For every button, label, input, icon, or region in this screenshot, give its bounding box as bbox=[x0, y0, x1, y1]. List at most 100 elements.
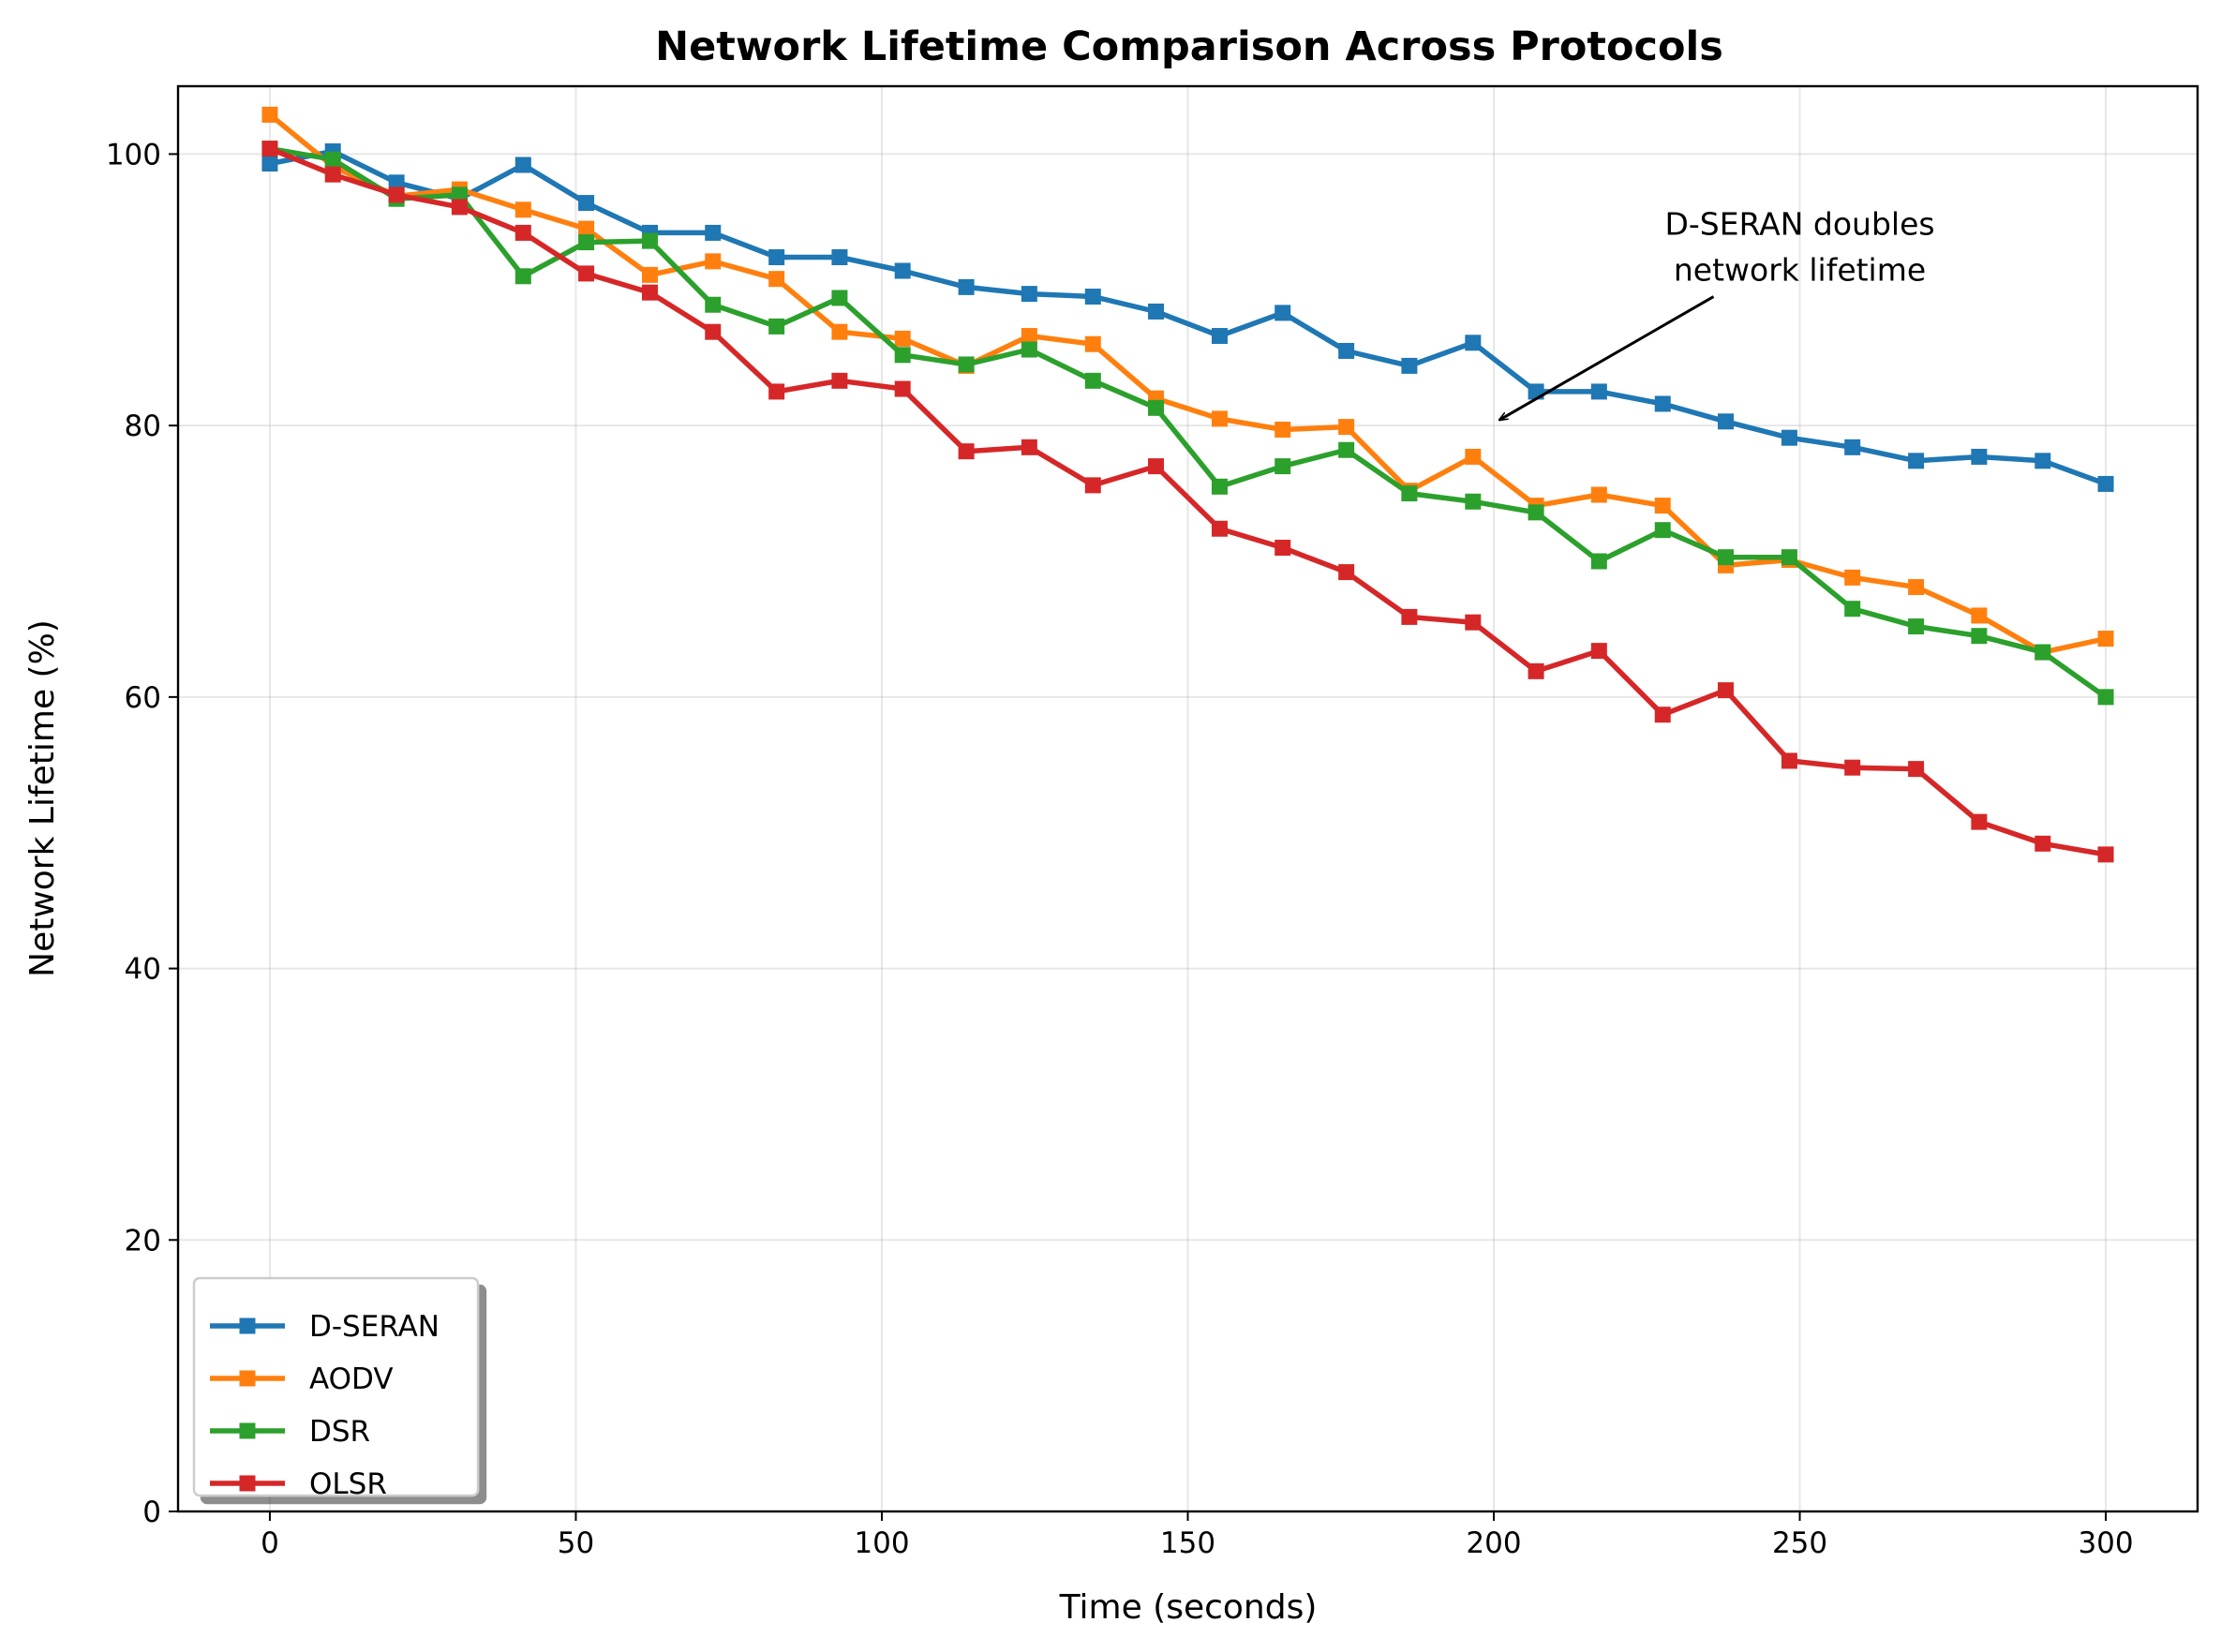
data-point-dsr bbox=[1971, 628, 1988, 645]
legend-label: OLSR bbox=[309, 1467, 387, 1501]
data-point-d-seran bbox=[768, 249, 785, 266]
legend-swatch-marker bbox=[239, 1317, 256, 1334]
data-point-d-seran bbox=[578, 195, 595, 212]
legend-item-d-seran: D-SERAN bbox=[210, 1310, 440, 1344]
legend-item-dsr: DSR bbox=[210, 1415, 370, 1449]
data-point-olsr bbox=[1148, 458, 1165, 475]
y-tick-label: 60 bbox=[125, 681, 161, 715]
series-d-seran bbox=[261, 143, 2114, 492]
data-point-d-seran bbox=[2035, 453, 2051, 469]
data-point-d-seran bbox=[894, 262, 911, 279]
data-point-aodv bbox=[578, 220, 595, 237]
data-point-d-seran bbox=[705, 224, 722, 241]
legend: D-SERAN AODV DSR OLSR bbox=[192, 1276, 480, 1501]
data-point-dsr bbox=[1148, 399, 1165, 416]
data-point-olsr bbox=[641, 284, 658, 301]
data-point-dsr bbox=[1084, 372, 1101, 389]
x-tick-label: 100 bbox=[854, 1526, 909, 1560]
data-point-d-seran bbox=[1338, 342, 1355, 359]
grid-lines bbox=[178, 86, 2198, 1512]
data-point-aodv bbox=[1084, 335, 1101, 352]
data-point-olsr bbox=[958, 443, 975, 460]
data-point-aodv bbox=[1590, 486, 1607, 503]
legend-label: D-SERAN bbox=[309, 1310, 440, 1344]
data-point-d-seran bbox=[388, 174, 405, 191]
chart-title: Network Lifetime Comparison Across Proto… bbox=[655, 23, 1723, 70]
data-point-aodv bbox=[1654, 498, 1671, 514]
legend-swatch-marker bbox=[239, 1370, 256, 1387]
data-point-dsr bbox=[1338, 441, 1355, 458]
data-point-aodv bbox=[705, 253, 722, 270]
legend-label: DSR bbox=[309, 1415, 370, 1449]
data-point-olsr bbox=[1338, 564, 1355, 581]
data-point-olsr bbox=[388, 186, 405, 203]
data-point-olsr bbox=[831, 372, 848, 389]
data-point-dsr bbox=[1844, 601, 1861, 618]
data-point-dsr bbox=[1590, 553, 1607, 570]
data-point-aodv bbox=[641, 266, 658, 283]
data-point-olsr bbox=[1718, 682, 1735, 699]
data-point-dsr bbox=[1908, 618, 1925, 635]
data-point-d-seran bbox=[1781, 429, 1797, 446]
data-point-d-seran bbox=[1401, 357, 1418, 374]
data-point-aodv bbox=[514, 201, 531, 218]
data-point-dsr bbox=[2097, 689, 2114, 706]
data-point-dsr bbox=[958, 356, 975, 373]
data-point-dsr bbox=[1528, 504, 1544, 521]
annotation: D-SERAN doubles network lifetime bbox=[1499, 206, 1935, 421]
y-tick-label: 20 bbox=[125, 1224, 161, 1258]
data-point-dsr bbox=[2035, 644, 2051, 661]
data-point-olsr bbox=[1781, 752, 1797, 769]
data-point-dsr bbox=[894, 347, 911, 364]
data-point-aodv bbox=[1465, 448, 1482, 465]
data-point-dsr bbox=[514, 268, 531, 285]
data-point-dsr bbox=[831, 290, 848, 306]
x-axis-label: Time (seconds) bbox=[1059, 1588, 1318, 1627]
data-point-d-seran bbox=[514, 156, 531, 173]
data-point-d-seran bbox=[2097, 475, 2114, 492]
data-point-d-seran bbox=[1654, 395, 1671, 412]
data-point-olsr bbox=[514, 224, 531, 241]
data-point-d-seran bbox=[1211, 328, 1228, 345]
legend-swatch-marker bbox=[239, 1422, 256, 1439]
data-point-d-seran bbox=[1908, 453, 1925, 469]
data-point-aodv bbox=[1844, 569, 1861, 586]
data-point-olsr bbox=[1021, 439, 1037, 455]
data-point-dsr bbox=[578, 234, 595, 251]
x-tick-label: 200 bbox=[1466, 1526, 1521, 1560]
data-point-olsr bbox=[894, 380, 911, 397]
data-point-dsr bbox=[705, 296, 722, 313]
series-line-olsr bbox=[266, 145, 2109, 858]
data-point-olsr bbox=[2097, 846, 2114, 863]
data-point-olsr bbox=[578, 265, 595, 282]
series-layer bbox=[261, 106, 2114, 863]
annotation-line-2: network lifetime bbox=[1674, 252, 1926, 289]
data-point-d-seran bbox=[1718, 413, 1735, 430]
data-point-dsr bbox=[1211, 478, 1228, 495]
annotation-arrow bbox=[1499, 295, 1715, 421]
data-point-d-seran bbox=[1465, 335, 1482, 351]
data-point-dsr bbox=[1401, 485, 1418, 502]
data-point-dsr bbox=[1654, 522, 1671, 539]
data-point-olsr bbox=[324, 166, 341, 183]
data-point-d-seran bbox=[1084, 289, 1101, 305]
data-point-aodv bbox=[831, 323, 848, 340]
data-point-d-seran bbox=[831, 249, 848, 266]
annotation-line-1: D-SERAN doubles bbox=[1664, 206, 1934, 243]
legend-swatch-marker bbox=[239, 1475, 256, 1492]
data-point-aodv bbox=[261, 106, 278, 123]
legend-label: AODV bbox=[309, 1362, 394, 1396]
data-point-olsr bbox=[261, 141, 278, 157]
data-point-aodv bbox=[894, 330, 911, 347]
data-point-aodv bbox=[2097, 631, 2114, 647]
data-point-olsr bbox=[1274, 540, 1291, 557]
data-point-d-seran bbox=[1274, 305, 1291, 321]
data-point-olsr bbox=[451, 199, 468, 216]
x-tick-label: 0 bbox=[261, 1526, 279, 1560]
data-point-dsr bbox=[768, 318, 785, 335]
data-point-olsr bbox=[1590, 643, 1607, 660]
x-tick-label: 50 bbox=[558, 1526, 594, 1560]
series-olsr bbox=[261, 141, 2114, 863]
data-point-olsr bbox=[2035, 835, 2051, 852]
data-point-aodv bbox=[1274, 421, 1291, 438]
